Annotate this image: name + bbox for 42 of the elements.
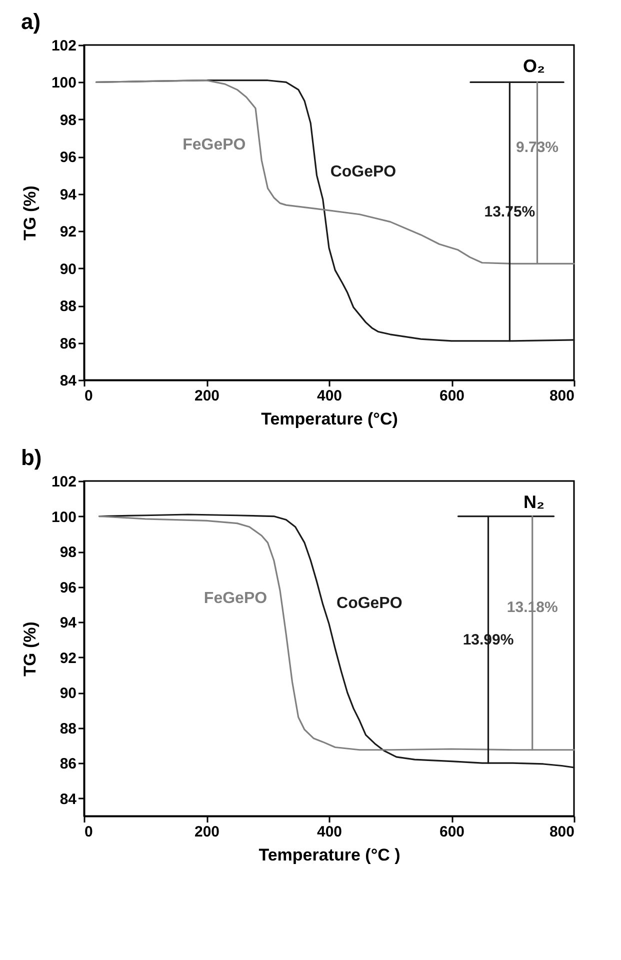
chart-title: b) (20, 445, 42, 470)
annotation: O₂ (523, 56, 545, 76)
y-axis-title: TG (%) (20, 622, 40, 676)
y-tick-label: 90 (60, 685, 76, 702)
x-tick-label: 800 (549, 388, 574, 404)
y-tick-label: 84 (60, 790, 78, 808)
y-tick-label: 92 (60, 224, 76, 241)
x-axis-title: Temperature (°C ) (258, 846, 400, 864)
y-tick-label: 98 (60, 112, 76, 129)
y-tick-label: 102 (51, 38, 76, 54)
x-axis-title: Temperature (°C) (261, 410, 398, 428)
x-tick-label: 0 (84, 824, 93, 840)
y-tick-label: 98 (60, 544, 76, 562)
y-tick-label: 94 (60, 186, 78, 204)
annotation: N₂ (524, 492, 544, 512)
y-tick-label: 84 (60, 372, 78, 390)
y-tick-label: 94 (60, 614, 78, 632)
x-tick-label: 600 (439, 388, 465, 404)
y-tick-label: 86 (60, 756, 76, 773)
x-tick-label: 0 (84, 388, 93, 404)
series-label: FeGePO (204, 590, 268, 608)
y-tick-label: 90 (60, 260, 76, 278)
y-tick-label: 88 (60, 720, 76, 738)
x-tick-label: 400 (316, 388, 342, 404)
x-tick-label: 200 (194, 824, 220, 840)
y-axis-title: TG (%) (20, 186, 40, 240)
y-tick-label: 92 (60, 650, 76, 667)
x-tick-label: 600 (439, 824, 465, 840)
y-tick-label: 100 (51, 508, 76, 526)
y-tick-label: 102 (51, 474, 76, 490)
y-tick-label: 88 (60, 298, 76, 316)
series-label: CoGePO (330, 164, 396, 181)
series-label: FeGePO (182, 136, 246, 154)
y-tick-label: 96 (60, 149, 76, 166)
y-tick-label: 100 (51, 74, 76, 92)
series-label: CoGePO (336, 595, 402, 612)
x-tick-label: 800 (549, 824, 574, 840)
x-tick-label: 400 (316, 824, 342, 840)
chart-title: a) (20, 9, 41, 34)
y-tick-label: 96 (60, 579, 76, 596)
y-tick-label: 86 (60, 335, 76, 352)
x-tick-label: 200 (194, 388, 220, 404)
